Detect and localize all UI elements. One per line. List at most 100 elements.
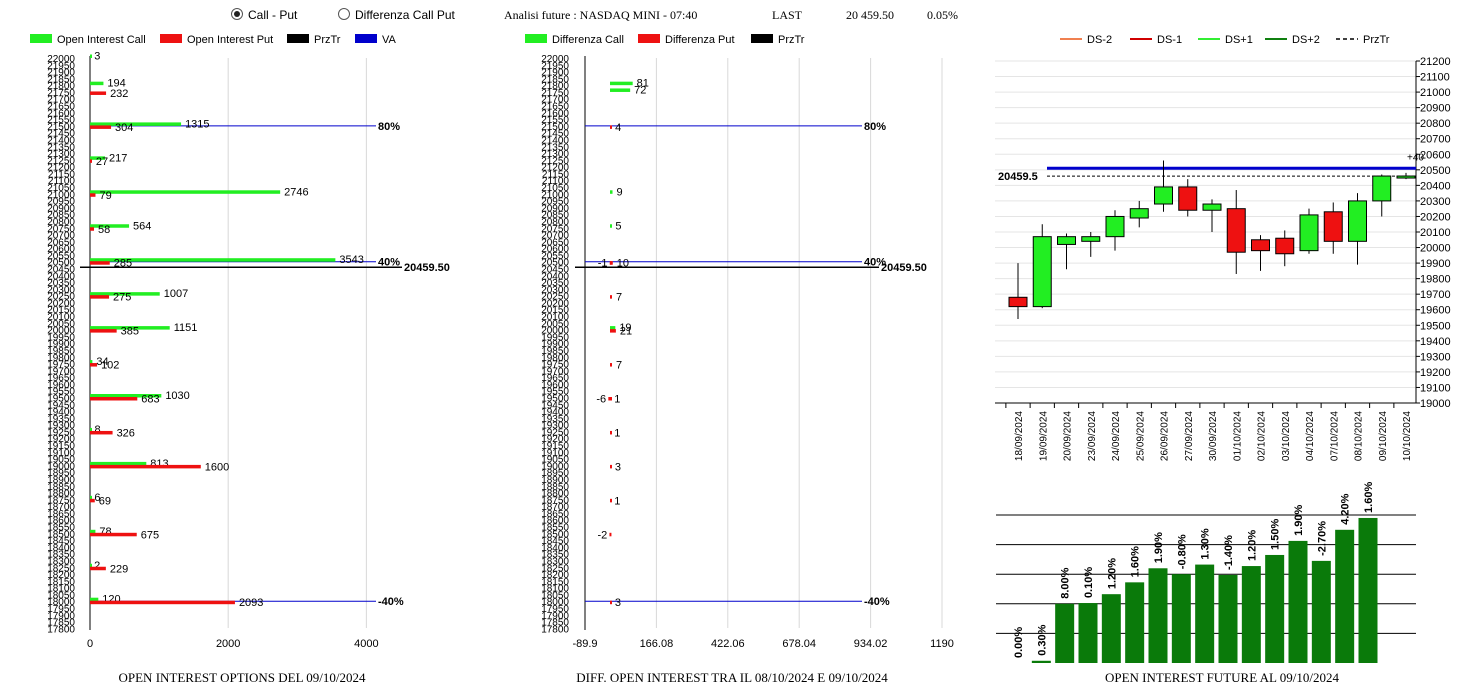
y-tick-label: 20450 (47, 264, 75, 275)
y-tick-label: 20350 (541, 278, 569, 289)
call-bar (90, 292, 160, 296)
y-tick-label: 19150 (47, 441, 75, 452)
legend-label: DS+2 (1292, 34, 1320, 46)
y-tick-label: 17850 (541, 618, 569, 629)
y-tick-label: 19400 (1420, 336, 1451, 348)
put-value-label: 69 (99, 495, 111, 507)
put-value-label: 675 (141, 529, 159, 541)
y-tick-label: 18200 (47, 570, 75, 581)
y-tick-label: 18700 (541, 502, 569, 513)
call-value-label: 9 (617, 186, 623, 198)
put-bar (610, 363, 612, 367)
y-tick-label: 21600 (541, 108, 569, 119)
x-tick-label: 04/10/2024 (1305, 411, 1316, 461)
legend-label: Open Interest Call (57, 34, 146, 46)
radio-call-put-dot[interactable] (231, 8, 243, 20)
put-value-label: 326 (117, 427, 135, 439)
y-tick-label: 20000 (1420, 243, 1451, 255)
y-tick-label: 21150 (542, 169, 570, 180)
y-tick-label: 19000 (47, 461, 75, 472)
call-value-label: 5 (615, 220, 621, 232)
y-tick-label: 19450 (47, 400, 75, 411)
x-tick-label: 1190 (930, 638, 954, 650)
put-bar (610, 600, 612, 605)
y-tick-label: 22000 (541, 54, 569, 65)
call-bar (90, 54, 92, 58)
legend-swatch (287, 34, 309, 43)
y-tick-label: 18900 (541, 475, 569, 486)
radio-call-put[interactable]: Call - Put (231, 8, 297, 22)
call-bar (90, 529, 96, 534)
y-tick-label: 19500 (1420, 320, 1451, 332)
y-tick-label: 18400 (47, 543, 75, 554)
radio-differenza-dot[interactable] (338, 8, 350, 20)
radio-differenza[interactable]: Differenza Call Put (338, 8, 455, 22)
oi-future-bar (1031, 660, 1051, 663)
y-tick-label: 19900 (541, 339, 569, 350)
oi-future-label: 1.90% (1153, 532, 1165, 563)
put-bar (610, 397, 612, 401)
y-tick-label: 21450 (47, 129, 75, 140)
y-tick-label: 21850 (541, 74, 569, 85)
candle-body (1299, 214, 1319, 252)
y-tick-label: 19900 (47, 339, 75, 350)
y-tick-label: 21950 (47, 61, 75, 72)
put-value-label: 1 (614, 394, 620, 406)
y-tick-label: 18650 (47, 509, 75, 520)
oi-future-bar (1288, 540, 1308, 663)
y-tick-label: 21200 (47, 163, 75, 174)
candle-body (1178, 186, 1198, 211)
header-change: 0.05% (927, 8, 958, 22)
price-label: 20459.50 (881, 262, 927, 274)
price-label: 20459.5 (998, 171, 1038, 183)
y-tick-label: 21100 (1420, 72, 1450, 84)
y-tick-label: 18550 (541, 523, 569, 534)
put-bar (90, 261, 110, 265)
candle-body (1057, 236, 1076, 245)
y-tick-label: 19650 (47, 373, 75, 384)
y-tick-label: 21200 (541, 163, 569, 174)
y-tick-label: 21550 (47, 115, 75, 126)
y-tick-label: 18150 (541, 577, 569, 588)
y-tick-label: 18000 (47, 597, 75, 608)
put-value-label: 3 (615, 461, 621, 473)
y-tick-label: 21900 (47, 68, 75, 79)
x-tick-label: 18/09/2024 (1014, 411, 1025, 461)
y-tick-label: 20850 (47, 210, 75, 221)
call-bar (90, 224, 130, 228)
chart-title: OPEN INTEREST FUTURE AL 09/10/2024 (1105, 670, 1340, 685)
put-value-label: 7 (616, 360, 622, 372)
y-tick-label: 21350 (541, 142, 569, 153)
call-bar (90, 394, 162, 398)
put-value-label: 7 (616, 292, 622, 304)
y-tick-label: 19300 (47, 421, 75, 432)
y-tick-label: 20900 (47, 203, 75, 214)
candle-body (1275, 237, 1295, 255)
legend-swatch (355, 34, 377, 43)
y-tick-label: 18500 (541, 529, 569, 540)
y-tick-label: 17850 (47, 618, 75, 629)
oi-future-label: 8.00% (1060, 567, 1072, 598)
put-bar (610, 261, 613, 265)
y-tick-label: 19100 (541, 448, 569, 459)
call-value-label: 3543 (339, 254, 363, 266)
x-tick-label: 10/10/2024 (1402, 411, 1413, 461)
y-tick-label: 21350 (47, 142, 75, 153)
y-tick-label: 21800 (47, 81, 75, 92)
radio-differenza-label: Differenza Call Put (355, 8, 455, 22)
put-value-label: 102 (101, 360, 119, 372)
x-tick-label: 26/09/2024 (1160, 411, 1171, 461)
y-tick-label: 18750 (541, 495, 569, 506)
y-tick-label: 20300 (541, 285, 569, 296)
call-bar (90, 122, 182, 126)
x-tick-label: 24/09/2024 (1111, 411, 1122, 461)
put-bar (90, 498, 95, 503)
put-bar (90, 295, 110, 299)
y-tick-label: 18350 (47, 550, 75, 561)
x-tick-label: 25/09/2024 (1135, 411, 1146, 461)
y-tick-label: 20600 (1420, 149, 1451, 161)
y-tick-label: 18750 (47, 495, 75, 506)
y-tick-label: 20650 (47, 237, 75, 248)
y-tick-label: 19400 (47, 407, 75, 418)
call-bar (90, 427, 92, 432)
